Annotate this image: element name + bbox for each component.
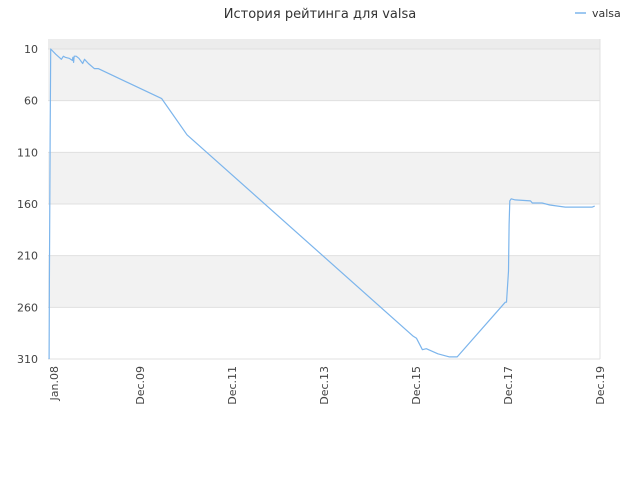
y-tick-label: 260 bbox=[17, 301, 38, 314]
x-tick-label: Jan.08 bbox=[48, 366, 61, 401]
plot-bands bbox=[48, 39, 600, 308]
plot-band-top bbox=[48, 39, 600, 49]
legend[interactable]: valsa bbox=[575, 7, 621, 20]
y-tick-label: 310 bbox=[17, 353, 38, 366]
series-line bbox=[48, 48, 595, 360]
series-valsa bbox=[48, 48, 595, 360]
legend-label: valsa bbox=[592, 7, 621, 20]
x-tick-label: Dec.17 bbox=[502, 366, 515, 405]
x-axis: Jan.08 Dec.09 Dec.11 Dec.13 Dec.15 Dec.17 Dec.… bbox=[48, 366, 607, 405]
plot-band bbox=[48, 255, 600, 308]
y-tick-label: 10 bbox=[24, 43, 38, 56]
y-tick-label: 160 bbox=[17, 198, 38, 211]
y-tick-label: 110 bbox=[17, 146, 38, 159]
x-tick-label: Dec.15 bbox=[410, 366, 423, 405]
chart-title: История рейтинга для valsa bbox=[224, 7, 416, 22]
x-tick-label: Dec.09 bbox=[134, 366, 147, 405]
plot-band bbox=[48, 152, 600, 204]
x-tick-label: Dec.13 bbox=[318, 366, 331, 405]
x-tick-label: Dec.19 bbox=[594, 366, 607, 405]
y-axis: 10 60 110 160 210 260 310 bbox=[17, 43, 38, 366]
y-tick-label: 60 bbox=[24, 95, 38, 108]
grid-lines bbox=[48, 39, 601, 360]
y-tick-label: 210 bbox=[17, 250, 38, 263]
x-tick-label: Dec.11 bbox=[226, 366, 239, 405]
